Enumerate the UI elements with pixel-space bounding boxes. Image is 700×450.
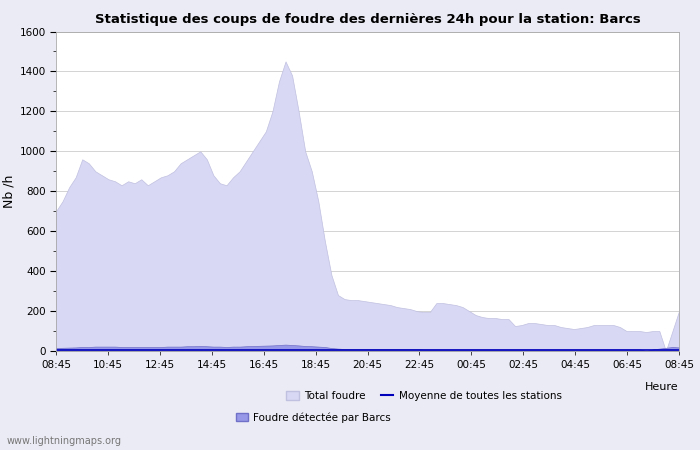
Y-axis label: Nb /h: Nb /h: [2, 175, 15, 208]
Text: Heure: Heure: [645, 382, 679, 392]
Text: www.lightningmaps.org: www.lightningmaps.org: [7, 436, 122, 446]
Title: Statistique des coups de foudre des dernières 24h pour la station: Barcs: Statistique des coups de foudre des dern…: [94, 13, 640, 26]
Legend: Foudre détectée par Barcs: Foudre détectée par Barcs: [236, 412, 391, 423]
